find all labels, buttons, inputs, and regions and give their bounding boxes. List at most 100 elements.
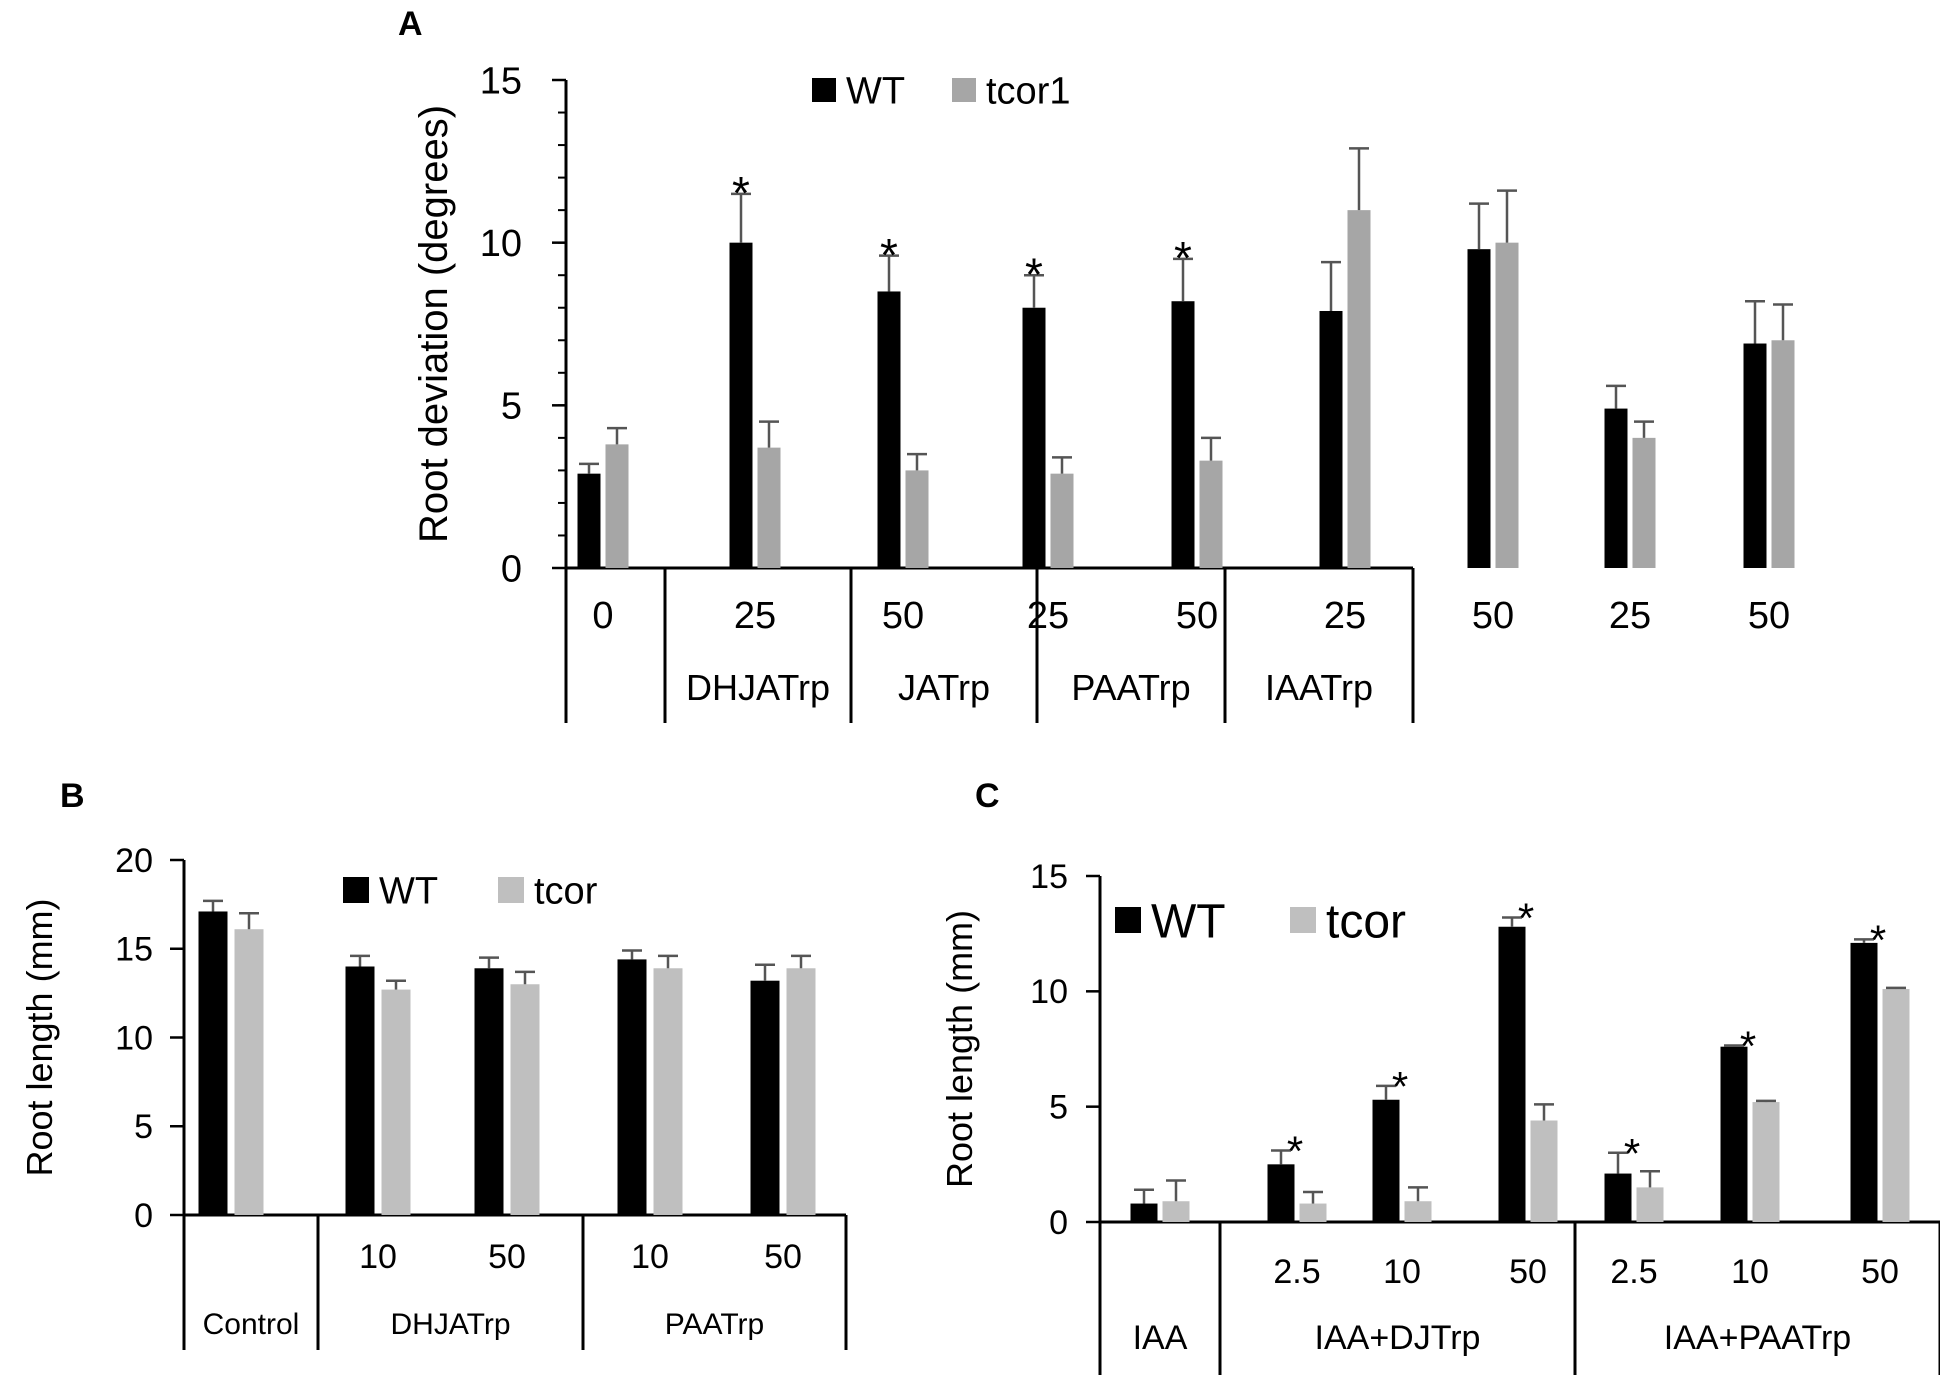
group-label: JATrp [898,667,990,708]
y-tick-label: 15 [1030,858,1068,896]
legend-label: WT [379,871,438,913]
legend-label: tcor1 [986,71,1070,113]
x-tick-label: 50 [1472,595,1514,637]
bar-tcor1 [905,470,929,568]
x-tick-label: 10 [631,1238,669,1276]
legend-label: WT [1151,895,1226,948]
significance-marker: * [1392,1063,1408,1110]
significance-marker: * [1287,1128,1303,1175]
x-tick-label: 2.5 [1273,1253,1320,1291]
y-tick-label: 15 [480,60,522,102]
x-tick-label: 50 [764,1238,802,1276]
bar-tcor1 [1050,473,1074,568]
legend-swatch-wt [1115,907,1141,933]
y-tick-label: 5 [501,386,522,428]
significance-marker: * [1740,1023,1756,1070]
bar-tcor [653,968,683,1215]
bar-tcor [381,989,411,1215]
bar-wt [1171,301,1195,568]
bar-wt [1130,1203,1158,1222]
y-tick-label: 0 [501,548,522,590]
significance-marker: * [1870,917,1886,964]
y-tick-label: 15 [115,931,153,969]
significance-marker: * [1624,1130,1640,1177]
legend-swatch-tcor1 [952,78,976,102]
y-tick-label: 10 [115,1019,153,1057]
bar-wt [1267,1164,1295,1222]
x-tick-label: 25 [1324,595,1366,637]
group-label: Control [203,1308,300,1341]
legend-label: tcor [534,871,598,913]
group-label: IAA [1133,1319,1188,1357]
x-tick-label: 50 [1861,1253,1899,1291]
bar-tcor [786,968,816,1215]
bar-tcor [1162,1201,1190,1222]
bar-tcor [1530,1120,1558,1222]
group-label: DHJATrp [391,1308,511,1341]
x-tick-label: 2.5 [1610,1253,1657,1291]
y-tick-label: 5 [134,1108,153,1146]
significance-marker: * [880,229,898,281]
bar-tcor1 [757,447,781,568]
bar-wt [1467,249,1491,568]
bar-wt [1372,1099,1400,1222]
y-axis-label: Root length (mm) [19,898,60,1176]
x-tick-label: 50 [1176,595,1218,637]
bar-tcor [1882,989,1910,1222]
bar-wt [750,980,780,1215]
bar-tcor1 [605,444,629,568]
group-label: IAA+PAATrp [1664,1319,1851,1357]
bar-tcor1 [1771,340,1795,568]
bar-wt [198,911,228,1215]
bar-wt [1720,1046,1748,1222]
bar-wt [1743,343,1767,568]
x-tick-label: 0 [592,595,613,637]
legend-swatch-tcor [1290,907,1316,933]
group-label: PAATrp [1071,667,1190,708]
x-tick-label: 25 [1027,595,1069,637]
x-tick-label: 25 [1609,595,1651,637]
bar-wt [1319,310,1343,568]
y-tick-label: 0 [1049,1204,1068,1242]
x-tick-label: 50 [1509,1253,1547,1291]
y-tick-label: 5 [1049,1089,1068,1127]
significance-marker: * [1025,249,1043,301]
legend-label: WT [846,71,905,113]
bar-tcor [1299,1203,1327,1222]
x-tick-label: 25 [734,595,776,637]
significance-marker: * [732,167,750,219]
y-tick-label: 0 [134,1197,153,1235]
panel-letter: A [398,5,423,43]
bar-wt [1022,307,1046,568]
bar-tcor1 [1495,242,1519,568]
significance-marker: * [1174,232,1192,284]
group-label: DHJATrp [686,667,830,708]
legend-swatch-wt [812,78,836,102]
bar-wt [1604,1173,1632,1222]
group-label: PAATrp [665,1308,764,1341]
y-axis-label: Root length (mm) [939,910,980,1188]
bar-wt [474,968,504,1215]
group-label: IAATrp [1265,667,1373,708]
x-tick-label: 10 [1383,1253,1421,1291]
bar-wt [345,966,375,1215]
y-tick-label: 10 [1030,973,1068,1011]
panel-letter: B [60,777,85,815]
bar-tcor [1636,1187,1664,1222]
bar-tcor [1752,1102,1780,1222]
bar-tcor1 [1347,210,1371,568]
legend-label: tcor [1326,895,1406,948]
x-tick-label: 50 [488,1238,526,1276]
y-axis-label: Root deviation (degrees) [412,105,456,543]
y-tick-label: 10 [480,223,522,265]
bar-tcor1 [1199,460,1223,568]
x-tick-label: 50 [1748,595,1790,637]
bar-tcor [510,984,540,1215]
bar-wt [877,291,901,568]
y-tick-label: 20 [115,842,153,880]
bar-wt [1498,926,1526,1222]
bar-tcor [1404,1201,1432,1222]
bar-wt [577,473,601,568]
panel-letter: C [975,777,1000,815]
